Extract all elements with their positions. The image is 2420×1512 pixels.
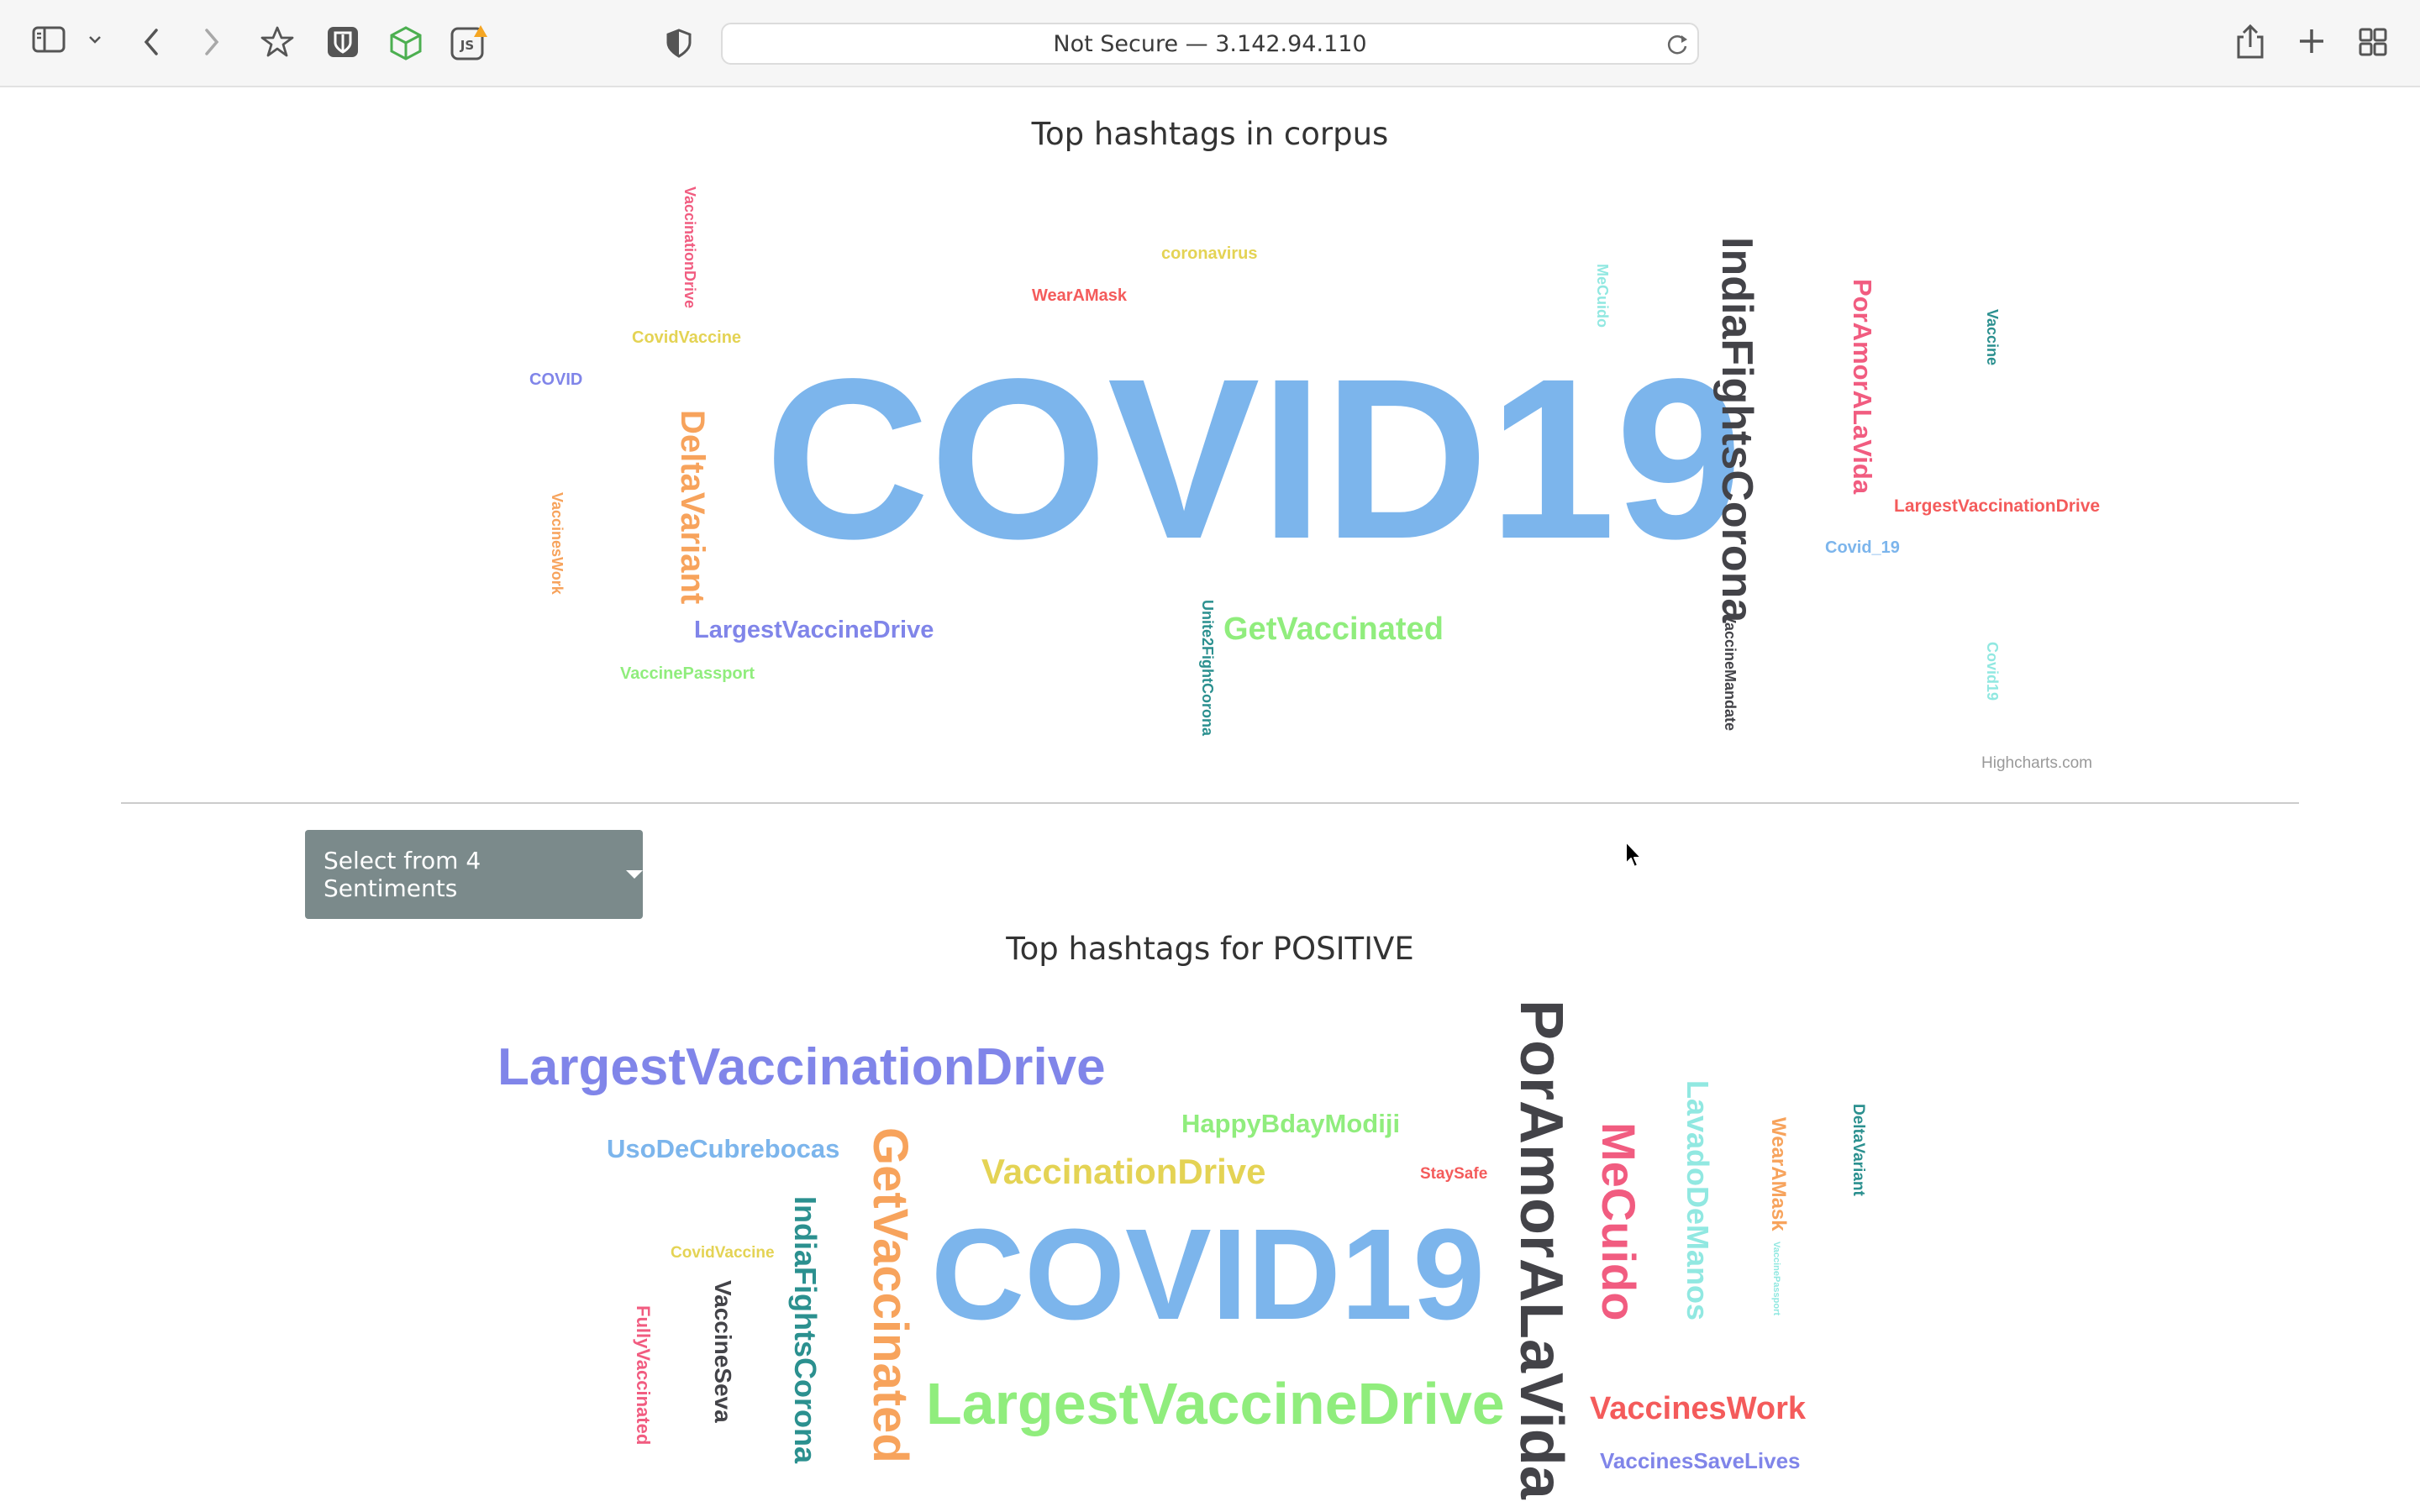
cloud-word[interactable]: COVID19	[765, 331, 1743, 586]
browser-toolbar: JS Not Secure — 3.142.94.110	[0, 0, 2420, 87]
bookmark-star-icon[interactable]	[260, 25, 294, 59]
mouse-cursor-icon	[1624, 840, 1644, 874]
cloud-word[interactable]: LavadoDeManos	[1681, 1080, 1715, 1321]
cloud-word[interactable]: Covid19	[1984, 642, 2001, 701]
cloud-word[interactable]: UsoDeCubrebocas	[607, 1134, 840, 1163]
cloud-word[interactable]: LargestVaccinationDrive	[1894, 496, 2101, 516]
cloud-word[interactable]: WearAMask	[1032, 286, 1128, 305]
forward-icon[interactable]	[202, 27, 222, 57]
cloud-word[interactable]: MeCuido	[1592, 1122, 1645, 1321]
cloud-word[interactable]: GetVaccinated	[863, 1127, 918, 1463]
cloud-word[interactable]: PorAmorALaVida	[1507, 1000, 1575, 1499]
cloud-word[interactable]: Vaccine	[1984, 309, 2001, 366]
cloud-word[interactable]: VaccinesSaveLives	[1600, 1448, 1801, 1473]
cloud-word[interactable]: HappyBdayModiji	[1181, 1109, 1401, 1138]
cloud-word[interactable]: LargestVaccineDrive	[694, 617, 934, 643]
cloud-word[interactable]: coronavirus	[1161, 244, 1258, 263]
cloud-word[interactable]: COVID19	[931, 1202, 1486, 1347]
cloud-word[interactable]: CovidVaccine	[671, 1244, 775, 1262]
js-extension-icon[interactable]: JS	[450, 25, 487, 62]
share-icon[interactable]	[2235, 24, 2265, 60]
back-icon[interactable]	[141, 27, 161, 57]
cloud-word[interactable]: IndiaFightsCorona	[788, 1196, 823, 1463]
cloud-word[interactable]: StaySafe	[1420, 1165, 1488, 1183]
reload-icon[interactable]	[1665, 33, 1689, 60]
svg-text:JS: JS	[460, 38, 474, 53]
cloud-word[interactable]: WearAMask	[1767, 1117, 1790, 1231]
cloud-word[interactable]: MeCuido	[1594, 264, 1611, 328]
highcharts-credits-link[interactable]: Highcharts.com	[1981, 754, 2092, 772]
cloud-word[interactable]: COVID	[529, 370, 583, 389]
cloud-word[interactable]: VaccineMandate	[1722, 613, 1739, 732]
cloud-word[interactable]: Covid_19	[1825, 538, 1900, 557]
corpus-cloud-title: Top hashtags in corpus	[1031, 116, 1389, 152]
chevron-down-icon[interactable]	[87, 34, 103, 45]
privacy-shield-icon[interactable]	[666, 29, 692, 59]
cloud-word[interactable]: VaccinePassport	[1771, 1242, 1781, 1316]
cloud-word[interactable]: PorAmorALaVida	[1848, 279, 1877, 495]
cloud-word[interactable]: VaccinesWork	[1590, 1391, 1807, 1426]
cloud-word[interactable]: FullyVaccinated	[633, 1305, 654, 1446]
cloud-word[interactable]: IndiaFightsCorona	[1712, 237, 1761, 623]
cube-extension-icon[interactable]	[388, 25, 424, 60]
cloud-word[interactable]: LargestVaccineDrive	[926, 1371, 1505, 1436]
sidebar-icon[interactable]	[32, 25, 67, 54]
address-text: Not Secure — 3.142.94.110	[1053, 30, 1367, 57]
new-tab-icon[interactable]	[2297, 27, 2326, 55]
bitwarden-shield-icon[interactable]	[326, 25, 360, 59]
cloud-word[interactable]: VaccineSeva	[710, 1280, 736, 1423]
cloud-word[interactable]: CovidVaccine	[632, 328, 742, 347]
cloud-word[interactable]: LargestVaccinationDrive	[497, 1038, 1106, 1096]
positive-cloud-title: Top hashtags for POSITIVE	[1006, 931, 1414, 967]
cloud-word[interactable]: VaccinesWork	[549, 492, 566, 595]
cloud-word[interactable]: DeltaVariant	[674, 410, 711, 605]
cloud-word[interactable]: VaccinationDrive	[981, 1152, 1266, 1191]
sentiment-select-button[interactable]: Select from 4 Sentiments	[305, 830, 643, 919]
sentiment-select-label: Select from 4 Sentiments	[324, 847, 481, 902]
cloud-word[interactable]: Unite2FightCorona	[1199, 600, 1216, 736]
section-divider	[121, 802, 2299, 804]
cloud-word[interactable]: GetVaccinated	[1223, 612, 1444, 647]
cloud-word[interactable]: DeltaVariant	[1849, 1104, 1867, 1196]
caret-down-icon	[626, 870, 643, 879]
cloud-word[interactable]: VaccinePassport	[620, 664, 755, 683]
cloud-word[interactable]: VaccinationDrive	[681, 186, 698, 309]
address-bar[interactable]: Not Secure — 3.142.94.110	[721, 23, 1699, 65]
tab-overview-icon[interactable]	[2358, 27, 2388, 57]
